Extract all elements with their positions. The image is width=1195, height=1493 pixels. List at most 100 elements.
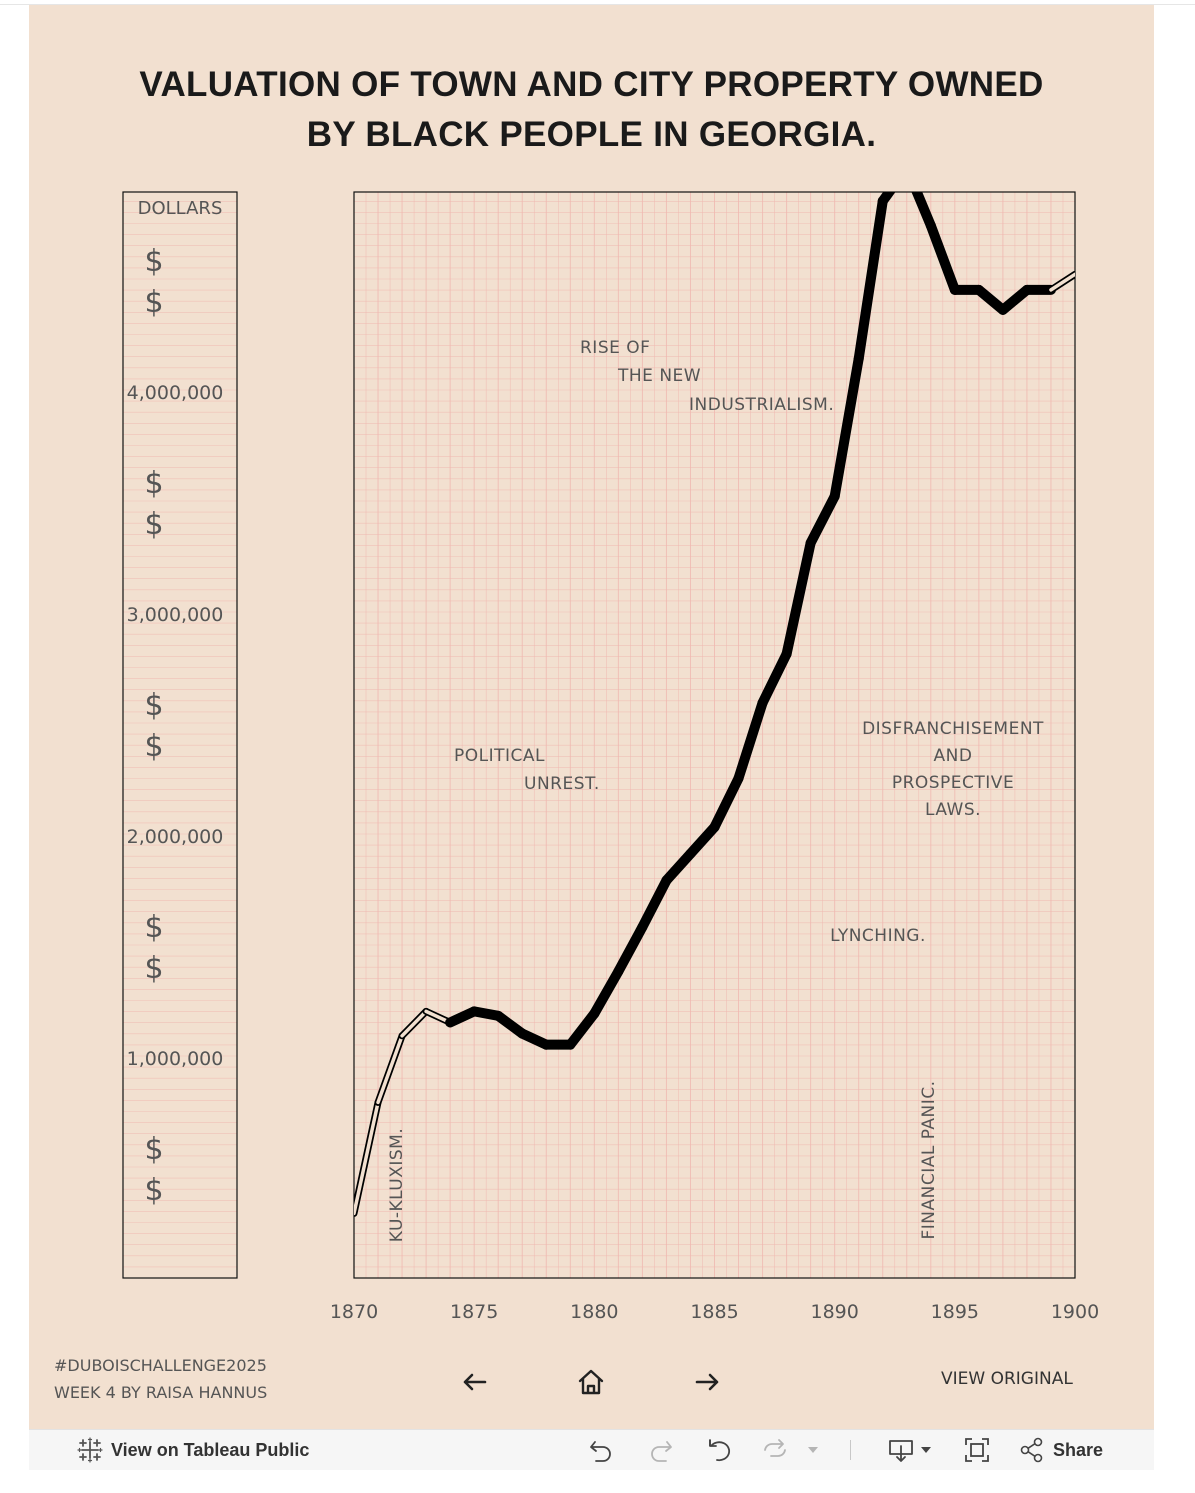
dollar-symbol: $ <box>144 466 163 501</box>
series-segment <box>997 284 1032 315</box>
data-point <box>805 538 816 548</box>
plot-frame <box>353 191 1076 1279</box>
dollar-symbol: $ <box>144 951 163 986</box>
chevron-down-icon <box>808 1447 818 1453</box>
toolbar-separator <box>850 1440 851 1460</box>
prev-button[interactable] <box>454 1362 494 1402</box>
series-segment <box>973 284 1008 315</box>
download-button[interactable] <box>887 1430 933 1470</box>
data-point <box>757 698 768 708</box>
series-segment-hollow <box>1049 272 1075 292</box>
data-point <box>661 875 672 886</box>
series-segment <box>733 697 768 784</box>
data-point <box>1022 285 1032 295</box>
tableau-toolbar: View on Tableau Public <box>29 1429 1154 1470</box>
undo-button[interactable] <box>587 1430 615 1470</box>
challenge-tag: #DUBOISCHALLENGE2025 <box>54 1356 267 1375</box>
y-axis-label: DOLLARS <box>138 198 223 219</box>
annotation-label: LYNCHING. <box>830 926 926 946</box>
data-point <box>589 1008 600 1019</box>
series-segment <box>685 822 720 859</box>
data-point <box>829 491 840 502</box>
fullscreen-icon <box>965 1438 989 1462</box>
x-tick-label: 1900 <box>1051 1301 1099 1323</box>
revert-button[interactable] <box>707 1430 735 1470</box>
refresh-icon <box>764 1439 786 1457</box>
x-tick-label: 1885 <box>690 1301 738 1323</box>
series-segment <box>829 353 864 502</box>
annotation-label: KU-KLUXISM. <box>387 1128 407 1243</box>
y-tick-label: 2,000,000 <box>127 826 224 848</box>
dollar-symbol: $ <box>144 1173 163 1208</box>
y-tick-label: 4,000,000 <box>127 382 224 404</box>
chart: DOLLARS $ $ $ $ $ $ $ $ $ $ 1,000,000 2,000,000 3,0… <box>122 191 1099 1323</box>
data-point <box>998 305 1008 315</box>
x-tick-label: 1890 <box>810 1301 858 1323</box>
annotation-label: THE NEW <box>617 366 701 386</box>
redo-icon <box>651 1441 672 1462</box>
annotation-label: DISFRANCHISEMENT <box>862 719 1044 739</box>
title-line-1: VALUATION OF TOWN AND CITY PROPERTY OWNE… <box>139 65 1044 104</box>
dollar-symbol: $ <box>144 507 163 542</box>
data-point <box>517 1028 528 1039</box>
download-icon <box>889 1440 913 1462</box>
home-icon <box>578 1369 604 1395</box>
x-tick-label: 1870 <box>330 1301 378 1323</box>
tableau-viz: VALUATION OF TOWN AND CITY PROPERTY OWNE… <box>29 5 1154 1429</box>
title-line-2: BY BLACK PEOPLE IN GEORGIA. <box>306 115 877 154</box>
dollars-panel-grid <box>123 201 237 1268</box>
series-segment <box>637 875 672 933</box>
annotation-label: LAWS. <box>925 800 981 820</box>
series-segment <box>757 648 792 708</box>
dollar-symbol: $ <box>144 285 163 320</box>
home-button[interactable] <box>571 1362 611 1402</box>
author-credit: WEEK 4 BY RAISA HANNUS <box>54 1383 268 1402</box>
refresh-button[interactable] <box>761 1430 791 1470</box>
data-point <box>733 773 744 784</box>
dollar-symbol: $ <box>144 1132 163 1167</box>
data-point <box>853 353 864 364</box>
data-point <box>469 1006 479 1017</box>
series-segment-hollow <box>400 1009 428 1038</box>
x-tick-labels: 1870 1875 1880 1885 1890 1895 1900 <box>330 1301 1099 1323</box>
view-original-link[interactable]: VIEW ORIGINAL <box>941 1369 1073 1389</box>
series-segment <box>709 773 744 833</box>
annotation-label: POLITICAL <box>454 746 545 766</box>
series-segment <box>805 491 840 548</box>
annotation-label: RISE OF <box>580 338 650 358</box>
data-point <box>541 1039 552 1050</box>
annotation-label: AND <box>934 746 973 766</box>
series-segment <box>781 537 816 659</box>
series-segment <box>661 848 696 886</box>
data-point <box>637 922 648 932</box>
credits: #DUBOISCHALLENGE2025 WEEK 4 BY RAISA HAN… <box>54 1352 267 1406</box>
data-point <box>926 220 936 231</box>
data-point <box>950 285 960 295</box>
series-segment <box>613 922 648 977</box>
x-tick-label: 1875 <box>450 1301 498 1323</box>
chevron-down-icon <box>921 1447 931 1453</box>
x-tick-label: 1880 <box>570 1301 618 1323</box>
data-point <box>974 285 984 295</box>
share-button[interactable]: Share <box>1019 1430 1103 1470</box>
data-point <box>493 1011 504 1021</box>
undo-icon <box>590 1441 611 1462</box>
next-button[interactable] <box>688 1362 728 1402</box>
view-on-tableau-public-link[interactable]: View on Tableau Public <box>77 1430 309 1470</box>
series-segment <box>911 192 936 231</box>
y-tick-label: 1,000,000 <box>127 1048 224 1070</box>
share-label: Share <box>1053 1439 1104 1460</box>
top-border <box>0 4 1195 5</box>
fullscreen-button[interactable] <box>963 1430 991 1470</box>
dollar-symbols: $ $ $ $ $ $ $ $ $ $ <box>144 244 163 1208</box>
annotation-label: INDUSTRIALISM. <box>689 395 834 415</box>
data-point <box>781 649 792 659</box>
revert-icon <box>709 1439 731 1462</box>
series-segment <box>589 966 624 1019</box>
data-point <box>685 848 696 859</box>
y-tick-labels: 1,000,000 2,000,000 3,000,000 4,000,000 <box>127 382 224 1070</box>
arrow-right-icon <box>695 1373 719 1391</box>
redo-button[interactable] <box>647 1430 675 1470</box>
annotations: KU-KLUXISM. POLITICAL UNREST. RISE OF THE NE… <box>387 338 1044 1242</box>
refresh-dropdown[interactable] <box>807 1430 819 1470</box>
